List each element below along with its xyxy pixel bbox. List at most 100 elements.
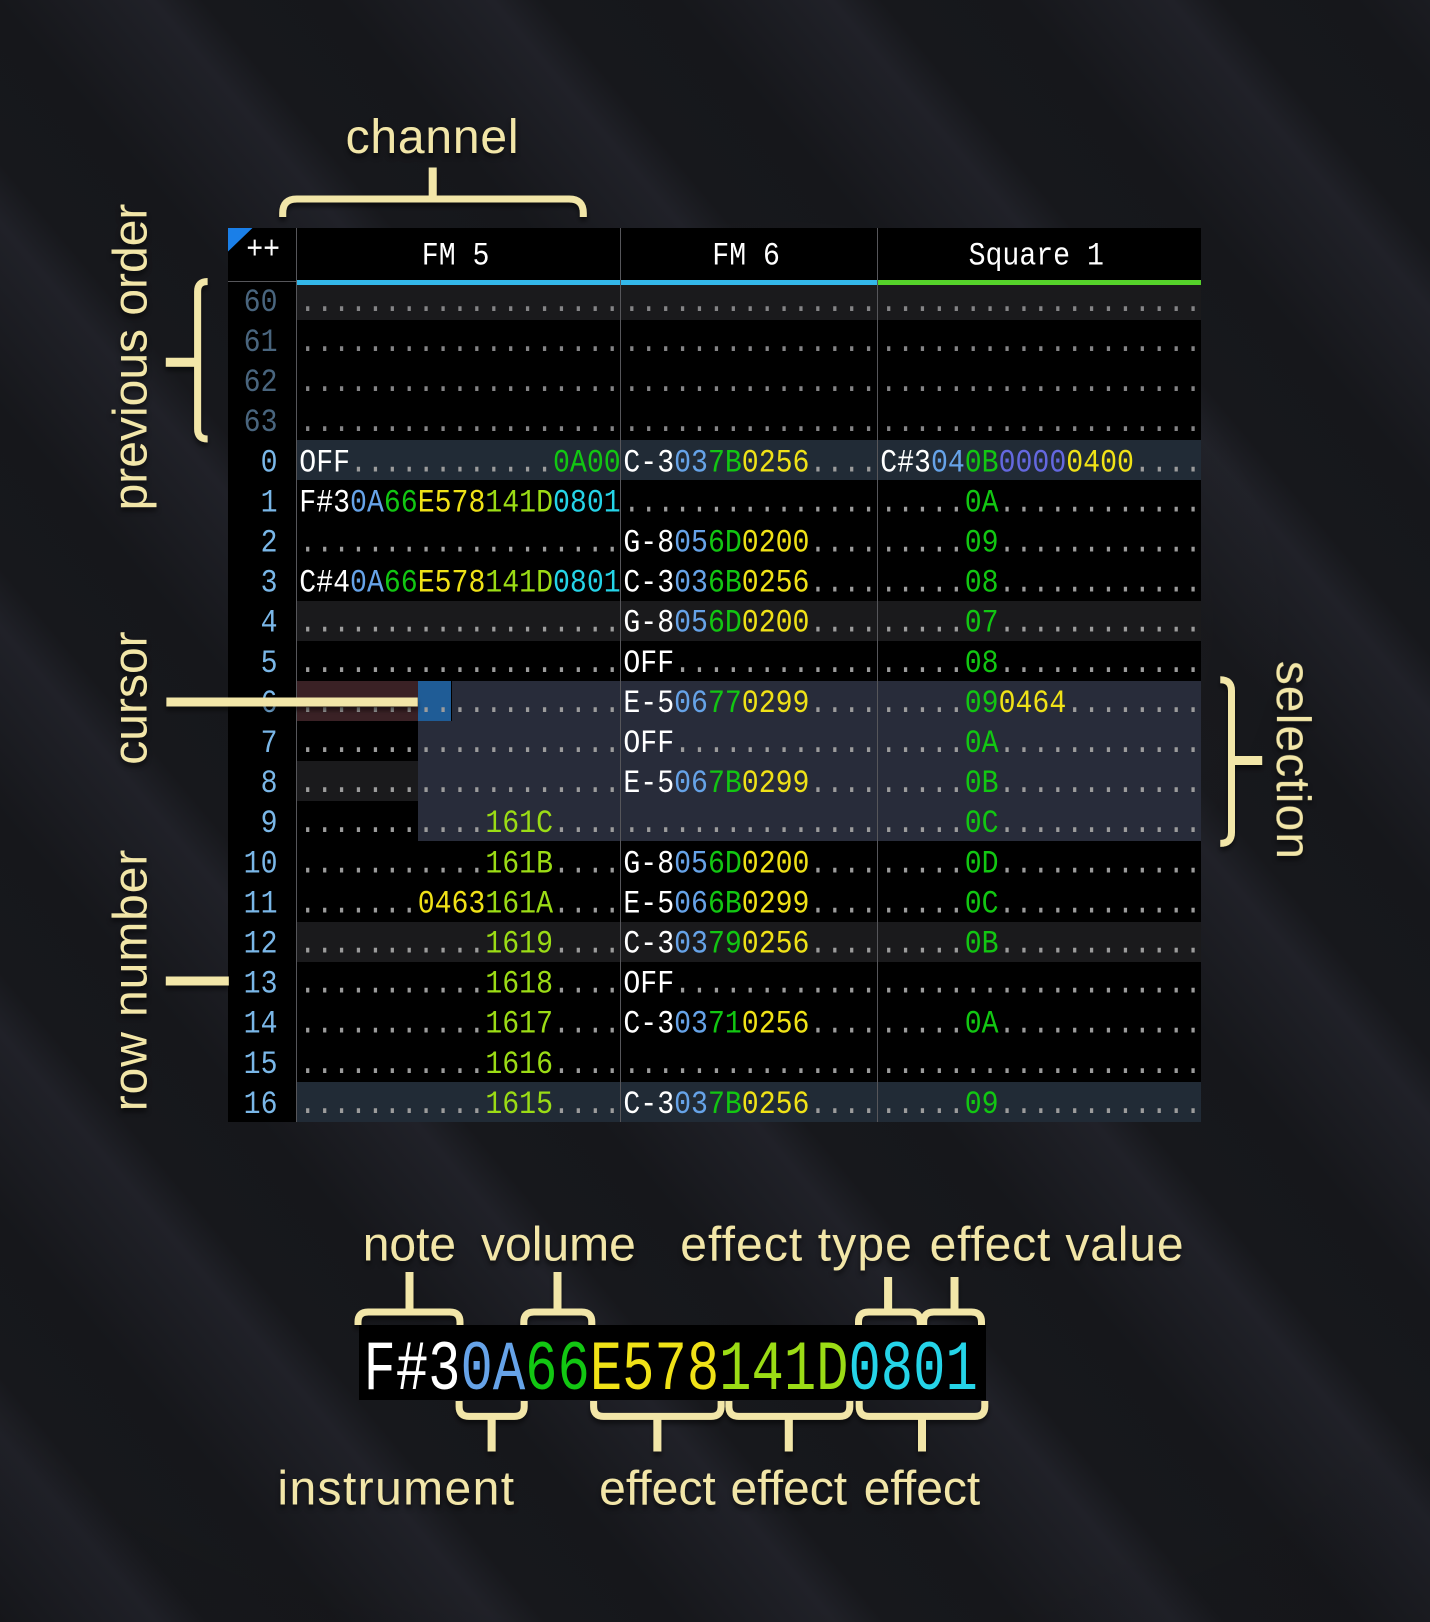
svg-text:.....0C............: .....0C............ — [880, 807, 1201, 843]
svg-text:C-303710256....: C-303710256.... — [623, 1007, 877, 1043]
svg-text:Square 1: Square 1 — [969, 239, 1104, 275]
svg-text:effect: effect — [731, 1463, 848, 1516]
svg-text:5: 5 — [261, 646, 278, 682]
svg-text:.....0C............: .....0C............ — [880, 887, 1201, 923]
svg-text:instrument: instrument — [277, 1463, 515, 1516]
svg-text:...........161B....: ...........161B.... — [299, 847, 620, 883]
svg-text:OFF............: OFF............ — [623, 726, 877, 762]
svg-text:...................: ................... — [880, 325, 1201, 361]
svg-text:effect: effect — [599, 1463, 716, 1516]
svg-text:.....0A............: .....0A............ — [880, 726, 1201, 762]
svg-text:G-8056D0200....: G-8056D0200.... — [623, 526, 877, 562]
svg-text:.....090464........: .....090464........ — [880, 686, 1201, 722]
svg-text:...............: ............... — [623, 807, 877, 843]
svg-text:0: 0 — [261, 446, 278, 482]
svg-text:10: 10 — [244, 847, 278, 883]
svg-text:...............: ............... — [623, 365, 877, 401]
svg-text:C-3037B0256....: C-3037B0256.... — [623, 1087, 877, 1123]
svg-text:...............: ............... — [623, 486, 877, 522]
svg-text:...........1615....: ...........1615.... — [299, 1087, 620, 1123]
svg-text:...................: ................... — [299, 646, 620, 682]
svg-text:E-506770299....: E-506770299.... — [623, 686, 877, 722]
svg-text:...........1618....: ...........1618.... — [299, 967, 620, 1003]
svg-text:...........1617....: ...........1617.... — [299, 1007, 620, 1043]
svg-text:.....0A............: .....0A............ — [880, 486, 1201, 522]
svg-text:16: 16 — [244, 1087, 278, 1123]
svg-text:C#40A66E578141D0801: C#40A66E578141D0801 — [299, 566, 620, 602]
svg-text:E-5066B0299....: E-5066B0299.... — [623, 887, 877, 923]
svg-text:...............: ............... — [623, 406, 877, 442]
svg-text:...................: ................... — [299, 726, 620, 762]
svg-text:.....09............: .....09............ — [880, 526, 1201, 562]
svg-text:...........161C....: ...........161C.... — [299, 807, 620, 843]
svg-text:.....0B............: .....0B............ — [880, 766, 1201, 802]
svg-text:E-5067B0299....: E-5067B0299.... — [623, 766, 877, 802]
svg-text:...............: ............... — [623, 285, 877, 321]
svg-text:...................: ................... — [880, 285, 1201, 321]
svg-text:12: 12 — [244, 927, 278, 963]
svg-text:2: 2 — [261, 526, 278, 562]
svg-text:.....0B............: .....0B............ — [880, 927, 1201, 963]
svg-text:62: 62 — [244, 365, 278, 401]
svg-text:FM 5: FM 5 — [422, 239, 490, 275]
svg-text:OFF............: OFF............ — [623, 967, 877, 1003]
svg-text:effect: effect — [864, 1463, 981, 1516]
svg-text:.....0D............: .....0D............ — [880, 847, 1201, 883]
svg-text:14: 14 — [244, 1007, 278, 1043]
svg-text:7: 7 — [261, 726, 278, 762]
svg-text:...................: ................... — [299, 526, 620, 562]
svg-text:13: 13 — [244, 967, 278, 1003]
svg-text:...................: ................... — [880, 365, 1201, 401]
svg-text:G-8056D0200....: G-8056D0200.... — [623, 847, 877, 883]
svg-text:...................: ................... — [880, 967, 1201, 1003]
svg-text:...............: ............... — [623, 1047, 877, 1083]
svg-text:.....07............: .....07............ — [880, 606, 1201, 642]
svg-text:3: 3 — [261, 566, 278, 602]
svg-text:...................: ................... — [299, 285, 620, 321]
svg-text:C-3036B0256....: C-3036B0256.... — [623, 566, 877, 602]
svg-text:.......0463161A....: .......0463161A.... — [299, 887, 620, 923]
svg-text:15: 15 — [244, 1047, 278, 1083]
svg-text:.....08............: .....08............ — [880, 646, 1201, 682]
svg-text:effect type: effect type — [680, 1219, 913, 1272]
svg-text:1: 1 — [261, 486, 278, 522]
svg-text:...........1616....: ...........1616.... — [299, 1047, 620, 1083]
svg-text:...................: ................... — [880, 406, 1201, 442]
svg-text:8: 8 — [261, 766, 278, 802]
svg-text:previous order: previous order — [105, 204, 158, 511]
svg-text:61: 61 — [244, 325, 278, 361]
svg-text:.....08............: .....08............ — [880, 566, 1201, 602]
svg-text:cursor: cursor — [105, 631, 158, 764]
svg-text:60: 60 — [244, 285, 278, 321]
svg-text:G-8056D0200....: G-8056D0200.... — [623, 606, 877, 642]
svg-text:F#30A66E578141D0801: F#30A66E578141D0801 — [299, 486, 620, 522]
svg-text:9: 9 — [261, 807, 278, 843]
svg-text:...................: ................... — [880, 1047, 1201, 1083]
svg-text:4: 4 — [261, 606, 278, 642]
svg-text:...................: ................... — [299, 406, 620, 442]
svg-text:C#3040B00000400....: C#3040B00000400.... — [880, 446, 1201, 482]
svg-text:...............: ............... — [623, 325, 877, 361]
svg-text:C-303790256....: C-303790256.... — [623, 927, 877, 963]
svg-text:11: 11 — [244, 887, 278, 923]
svg-text:.....09............: .....09............ — [880, 1087, 1201, 1123]
svg-text:...................: ................... — [299, 325, 620, 361]
svg-text:OFF............: OFF............ — [623, 646, 877, 682]
svg-text:note: note — [363, 1219, 456, 1272]
svg-text:volume: volume — [481, 1219, 636, 1272]
svg-text:++: ++ — [246, 233, 280, 269]
svg-text:...................: ................... — [299, 365, 620, 401]
svg-text:F#30A66E578141D0801: F#30A66E578141D0801 — [364, 1330, 978, 1410]
svg-text:OFF............0A00: OFF............0A00 — [299, 446, 620, 482]
svg-text:...................: ................... — [299, 766, 620, 802]
svg-text:FM 6: FM 6 — [712, 239, 780, 275]
svg-text:.....0A............: .....0A............ — [880, 1007, 1201, 1043]
svg-text:channel: channel — [346, 111, 520, 164]
svg-text:...................: ................... — [299, 606, 620, 642]
svg-text:63: 63 — [244, 406, 278, 442]
svg-text:C-3037B0256....: C-3037B0256.... — [623, 446, 877, 482]
svg-text:row number: row number — [105, 849, 158, 1111]
svg-text:effect value: effect value — [930, 1219, 1185, 1272]
svg-text:...........1619....: ...........1619.... — [299, 927, 620, 963]
svg-text:selection: selection — [1266, 661, 1319, 860]
